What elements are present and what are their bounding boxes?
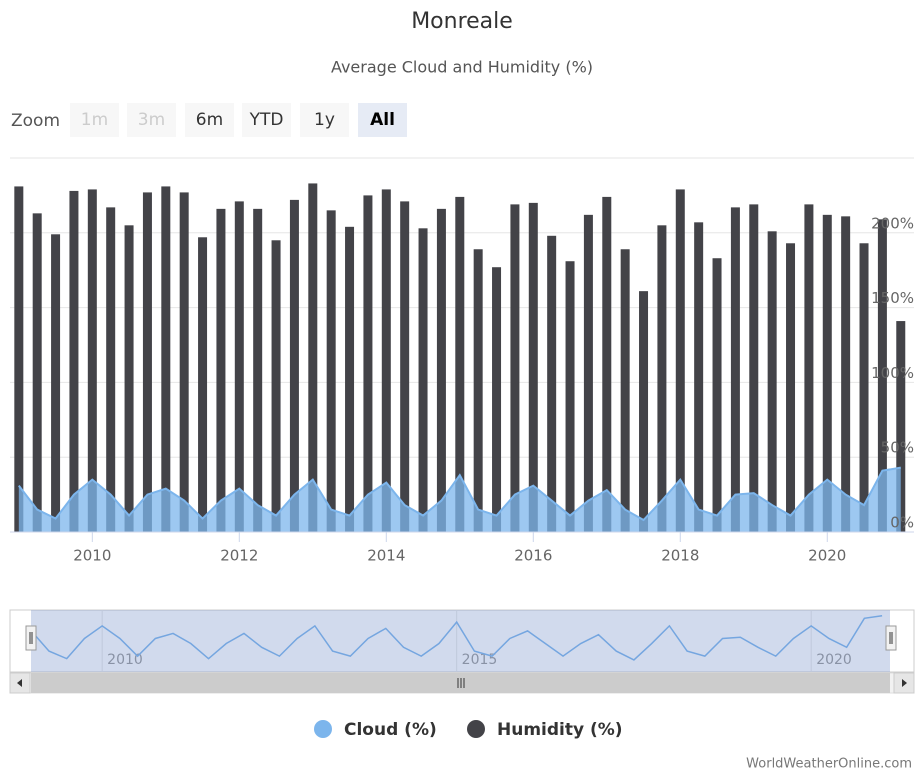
x-tick-label: 2014 — [367, 547, 405, 565]
bar — [473, 249, 483, 533]
x-tick-label: 2012 — [220, 547, 258, 565]
bar — [14, 186, 24, 532]
bar — [455, 196, 465, 532]
bar — [602, 196, 612, 532]
area-line — [18, 466, 901, 522]
bar — [675, 189, 685, 532]
bar — [492, 267, 502, 532]
bar — [620, 249, 630, 533]
bar — [639, 291, 649, 532]
bar — [289, 199, 299, 532]
navigator-tick-label: 2020 — [816, 652, 852, 668]
chart-title: Monreale — [411, 9, 513, 34]
bar — [528, 202, 538, 532]
x-tick-label: 2020 — [808, 547, 846, 565]
bar — [363, 195, 373, 532]
zoom-button[interactable] — [242, 103, 291, 137]
bar — [804, 204, 814, 532]
navigator-handle[interactable] — [25, 625, 37, 651]
scrollbar-grip — [457, 678, 465, 688]
bar — [436, 208, 446, 532]
y-tick-label: 0% — [890, 514, 914, 532]
chart-subtitle: Average Cloud and Humidity (%) — [331, 58, 593, 77]
bar — [87, 189, 97, 532]
navigator-tick-label: 2010 — [107, 652, 143, 668]
handle-grip — [29, 632, 33, 644]
zoom-button-label: All — [370, 110, 395, 130]
bar — [198, 237, 208, 532]
bar — [657, 225, 667, 532]
bar — [565, 261, 575, 532]
bar — [767, 231, 777, 532]
bar — [583, 214, 593, 532]
zoom-button[interactable] — [185, 103, 234, 137]
navigator-handle[interactable] — [885, 625, 897, 651]
y-tick-label: 200% — [871, 214, 914, 232]
bar — [859, 243, 869, 532]
arrow-right — [902, 679, 907, 687]
area — [18, 467, 901, 532]
zoom-button-label: 1y — [314, 110, 335, 130]
zoom-button-label: 6m — [196, 110, 223, 130]
credits: WorldWeatherOnline.com — [746, 757, 912, 771]
y-tick-label: 50% — [881, 439, 914, 457]
bar — [841, 216, 851, 532]
bar — [510, 204, 520, 532]
bar — [69, 190, 79, 533]
bar — [51, 234, 61, 532]
navigator: 2010 2015 2020 — [30, 610, 883, 672]
bar — [106, 207, 116, 533]
zoom-button-label: 3m — [138, 110, 165, 130]
navigator-mask — [31, 610, 890, 672]
handle-grip — [889, 632, 893, 644]
navigator-series — [30, 615, 883, 661]
bar — [124, 225, 134, 532]
bar — [547, 235, 557, 533]
zoom-label: Zoom — [11, 111, 60, 131]
bar — [179, 192, 189, 532]
y-tick-label: 150% — [871, 289, 914, 307]
zoom-button-label: 1m — [81, 110, 108, 130]
x-tick-label: 2010 — [73, 547, 111, 565]
bar — [345, 226, 355, 533]
zoom-button-label: YTD — [249, 110, 284, 130]
bar — [142, 192, 152, 532]
bar — [308, 183, 318, 532]
bar — [161, 186, 171, 532]
arrow-left — [17, 679, 22, 687]
bar — [381, 189, 391, 532]
bar — [216, 208, 226, 532]
zoom-button — [127, 103, 176, 137]
zoom-button[interactable] — [358, 103, 407, 137]
legend-symbol[interactable] — [467, 720, 485, 738]
x-tick-label: 2016 — [514, 547, 552, 565]
y-tick-label: 100% — [871, 364, 914, 382]
bar — [694, 222, 704, 532]
legend-symbol[interactable] — [314, 720, 332, 738]
bar — [234, 201, 244, 532]
bar — [253, 208, 263, 532]
bar — [32, 213, 42, 533]
bar — [271, 240, 281, 532]
bar — [749, 204, 759, 532]
bar — [326, 210, 336, 533]
bar — [418, 228, 428, 532]
bar — [877, 219, 887, 532]
bar — [896, 321, 906, 532]
bar — [730, 207, 740, 533]
navigator-frame — [9, 609, 915, 673]
legend-label[interactable]: Cloud (%) — [344, 720, 437, 740]
x-tick-label: 2018 — [661, 547, 699, 565]
bar — [822, 214, 832, 532]
zoom-button[interactable] — [300, 103, 349, 137]
navigator-tick-label: 2015 — [462, 652, 498, 668]
zoom-button — [70, 103, 119, 137]
legend-label[interactable]: Humidity (%) — [497, 720, 623, 740]
bar — [712, 258, 722, 532]
bar — [400, 201, 410, 532]
bar — [786, 243, 796, 532]
